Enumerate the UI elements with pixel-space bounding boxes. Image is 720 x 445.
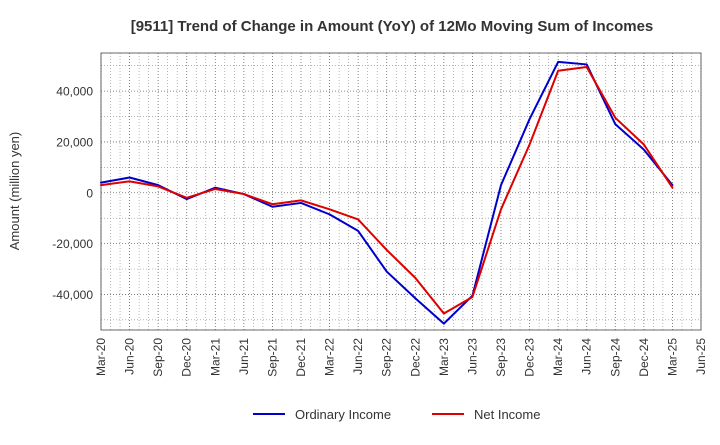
- x-tick-label: Sep-24: [608, 338, 622, 377]
- y-tick-label: 40,000: [56, 85, 93, 99]
- y-tick-label: 0: [86, 186, 93, 200]
- y-tick-label: -40,000: [52, 288, 93, 302]
- chart-title: [9511] Trend of Change in Amount (YoY) o…: [131, 18, 654, 35]
- x-tick-label: Mar-21: [208, 338, 222, 376]
- x-tick-label: Jun-25: [694, 338, 708, 375]
- legend: Ordinary Income Net Income: [253, 407, 540, 422]
- x-tick-label: Mar-25: [665, 338, 679, 376]
- x-tick-label: Sep-20: [151, 338, 165, 377]
- legend-label: Ordinary Income: [295, 407, 391, 422]
- x-tick-label: Mar-20: [94, 338, 108, 376]
- x-tick-label: Mar-23: [437, 338, 451, 376]
- x-tick-label: Mar-24: [551, 338, 565, 376]
- x-tick-label: Dec-24: [637, 338, 651, 377]
- plot-frame: [100, 52, 702, 331]
- x-tick-label: Dec-21: [294, 338, 308, 377]
- x-tick-label: Jun-23: [465, 338, 479, 375]
- x-tick-label: Dec-23: [523, 338, 537, 377]
- plot-background: [101, 53, 701, 330]
- x-tick-label: Dec-20: [180, 338, 194, 377]
- x-tick-label: Mar-22: [323, 338, 337, 376]
- x-tick-label: Jun-24: [580, 338, 594, 375]
- x-tick-label: Sep-22: [380, 338, 394, 377]
- legend-label: Net Income: [474, 407, 540, 422]
- x-tick-label: Sep-23: [494, 338, 508, 377]
- series-line-net-income: [100, 65, 674, 315]
- x-tick-label: Jun-22: [351, 338, 365, 375]
- plot-area: -40,000 -20,000 0 20,000 40,000 Mar-20 Jun-20 S…: [52, 52, 708, 377]
- x-tick-label: Jun-20: [123, 338, 137, 375]
- y-tick-label: -20,000: [52, 237, 93, 251]
- x-tick-label: Sep-21: [265, 338, 279, 377]
- y-axis-label: Amount (million yen): [7, 132, 22, 251]
- y-tick-label: 20,000: [56, 135, 93, 149]
- x-tick-label: Jun-21: [237, 338, 251, 375]
- x-tick-label: Dec-22: [408, 338, 422, 377]
